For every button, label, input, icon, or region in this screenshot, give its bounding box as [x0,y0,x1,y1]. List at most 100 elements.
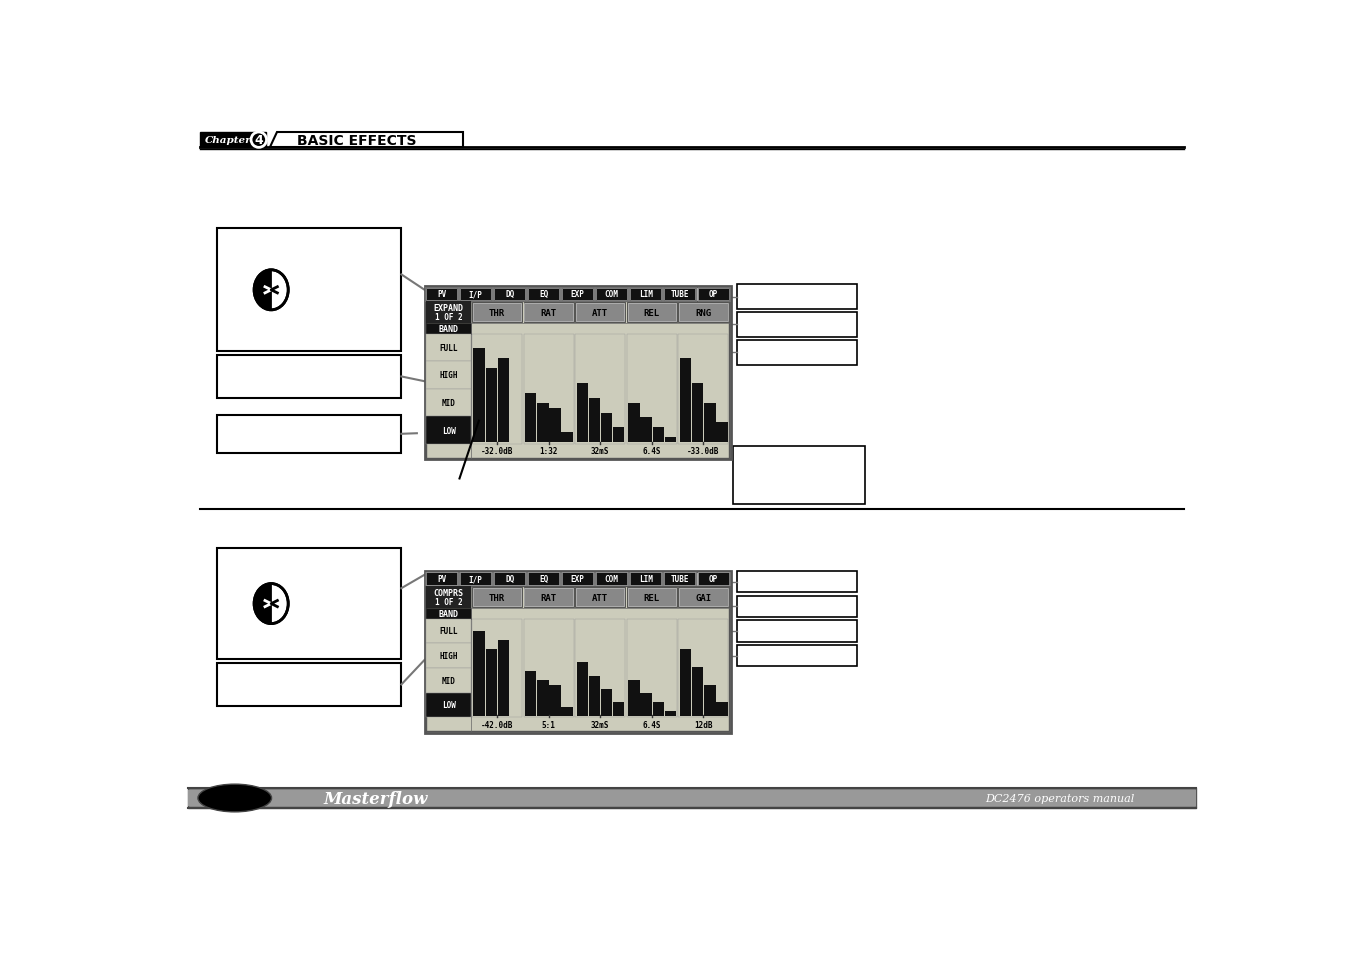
Bar [485,369,497,443]
Text: 1 OF 2: 1 OF 2 [435,313,462,321]
Bar [524,303,574,323]
Bar [426,573,457,585]
Bar [459,572,492,586]
Bar [576,588,624,607]
Text: LOW: LOW [442,700,455,710]
Bar [736,620,857,642]
Bar [577,383,588,443]
Bar [524,335,574,444]
Bar [562,573,593,585]
Bar [218,416,401,454]
Text: PV: PV [436,290,446,299]
Text: COMPRS: COMPRS [434,588,463,598]
Bar [473,349,485,443]
Bar [734,447,865,504]
Bar [471,303,521,323]
Bar [736,340,857,365]
Bar [736,571,857,593]
Bar [678,618,728,718]
Bar [426,390,471,416]
Bar [576,587,626,607]
Bar [678,587,728,607]
Text: I/P: I/P [469,290,482,299]
Text: EXPAND: EXPAND [434,304,463,313]
Text: I/P: I/P [469,575,482,583]
Bar [188,788,1196,808]
Text: DQ: DQ [505,290,515,299]
Bar [736,285,857,310]
Text: COM: COM [605,575,619,583]
Text: 32mS: 32mS [590,447,609,456]
Text: EQ: EQ [539,575,549,583]
Text: LOW: LOW [442,426,455,436]
Bar [716,423,728,443]
Text: ATT: ATT [592,309,608,317]
Bar [426,693,471,718]
Text: MID: MID [442,676,455,685]
Bar [426,335,471,362]
Bar [494,573,526,585]
Text: -33.0dB: -33.0dB [688,447,720,456]
Bar [576,618,626,718]
Bar [577,662,588,716]
Bar [653,702,663,716]
Bar [562,288,593,300]
Bar [471,335,521,444]
Bar [471,618,521,718]
Text: OP: OP [709,290,719,299]
Bar [698,288,730,300]
Bar [665,288,696,300]
Bar [527,572,559,586]
Bar [200,132,266,149]
Text: FULL: FULL [439,627,458,636]
Bar [630,572,662,586]
Bar [426,302,730,458]
Text: ATT: ATT [592,593,608,602]
Text: THR: THR [489,593,505,602]
Text: Chapter: Chapter [205,136,251,145]
Text: 32mS: 32mS [590,720,609,729]
Bar [473,588,521,607]
Bar [471,587,521,607]
Polygon shape [254,584,272,624]
Bar [524,618,574,718]
Ellipse shape [254,584,288,624]
Bar [426,643,471,668]
Bar [550,408,561,443]
Bar [704,685,716,716]
Bar [426,288,458,301]
Bar [461,288,492,300]
Bar [562,288,594,301]
Bar [697,288,730,301]
Text: REL: REL [643,593,659,602]
Bar [627,587,677,607]
Text: EQ: EQ [539,290,549,299]
Bar [628,403,639,443]
Bar [601,413,612,443]
Bar [562,572,594,586]
Bar [426,587,471,608]
Bar [426,668,471,693]
Bar [526,672,536,716]
Bar [528,288,559,300]
Text: Masterflow: Masterflow [324,790,428,806]
Text: THR: THR [489,309,505,317]
Bar [678,303,728,323]
Bar [424,287,731,459]
Bar [494,288,526,300]
Bar [524,588,573,607]
Bar [680,358,692,443]
Text: 6.4S: 6.4S [643,720,661,729]
Text: DQ: DQ [505,575,515,583]
Bar [528,573,559,585]
Ellipse shape [254,271,288,311]
Bar [426,288,457,300]
Bar [680,304,728,322]
Bar [627,303,677,323]
Text: MID: MID [442,398,455,408]
Text: 12dB: 12dB [694,720,712,729]
Bar [497,358,509,443]
Text: TUBE: TUBE [670,290,689,299]
Bar [692,667,704,716]
Bar [680,649,692,716]
